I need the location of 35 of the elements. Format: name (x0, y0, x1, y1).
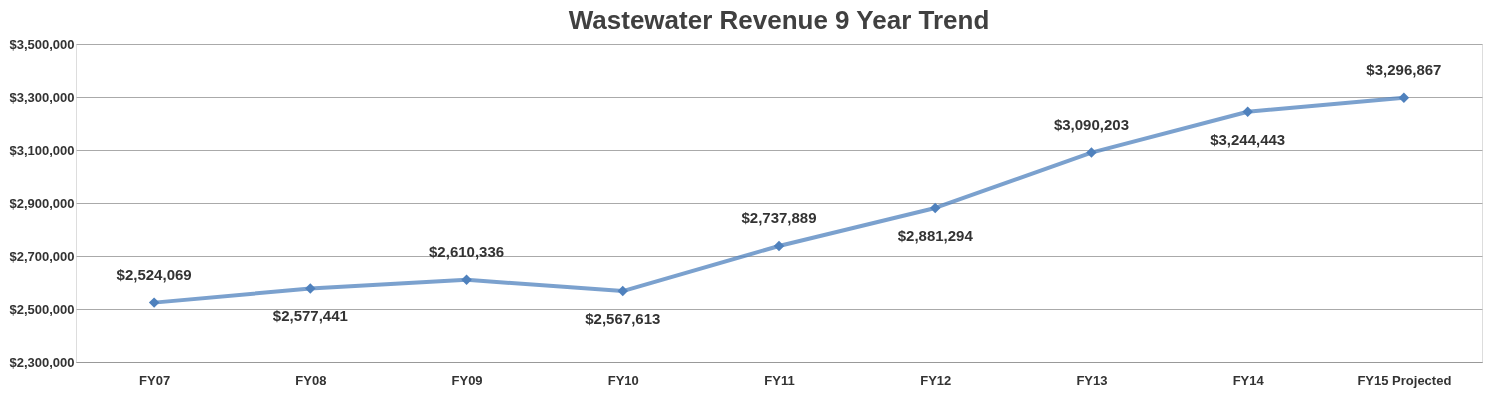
chart-title: Wastewater Revenue 9 Year Trend (568, 5, 990, 35)
point (148, 297, 160, 308)
x-tick-label: FY13 (1076, 372, 1108, 388)
y-tick-label: $2,500,000 (9, 301, 75, 317)
y-tick-label: $3,100,000 (9, 142, 75, 158)
point (1086, 147, 1097, 158)
y-tick-label: $3,300,000 (9, 89, 75, 105)
point (461, 274, 472, 285)
point (1398, 92, 1410, 104)
data-label: $3,244,443 (1210, 130, 1286, 148)
x-tick-label: FY14 (1232, 372, 1265, 388)
data-label: $2,577,441 (272, 307, 348, 325)
data-label: $3,090,203 (1053, 115, 1129, 133)
point (1242, 106, 1253, 117)
point (305, 283, 316, 294)
x-tick-label: FY10 (607, 372, 639, 388)
y-tick-label: $2,700,000 (9, 248, 75, 264)
x-tick-label: FY15 Projected (1357, 372, 1452, 388)
y-tick-label: $3,500,000 (9, 36, 75, 52)
x-tick-label: FY07 (139, 372, 171, 388)
x-tick-label: FY09 (451, 372, 483, 388)
x-tick-label: FY12 (920, 372, 952, 388)
data-label: $2,610,336 (429, 242, 505, 260)
point (773, 240, 785, 252)
data-label: $3,296,867 (1366, 60, 1442, 78)
data-label: $2,567,613 (585, 310, 661, 328)
point (929, 202, 941, 214)
x-tick-label: FY11 (764, 372, 795, 388)
y-tick-label: $2,300,000 (9, 354, 75, 370)
x-tick-label: FY08 (295, 372, 327, 388)
data-label: $2,881,294 (897, 226, 974, 244)
y-tick-label: $2,900,000 (9, 195, 75, 211)
point (617, 285, 629, 297)
data-label: $2,737,889 (741, 208, 817, 226)
data-label: $2,524,069 (116, 265, 192, 283)
